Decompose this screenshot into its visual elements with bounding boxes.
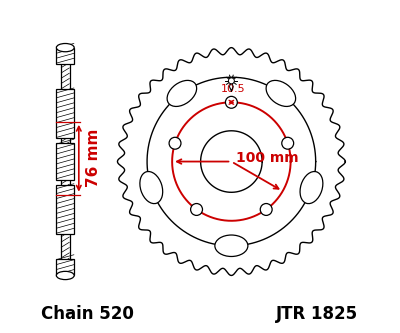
Polygon shape [56,48,74,64]
Ellipse shape [167,80,197,107]
Circle shape [191,203,202,215]
Ellipse shape [215,235,248,256]
Ellipse shape [56,271,74,280]
Polygon shape [56,89,74,139]
Ellipse shape [56,44,74,52]
Polygon shape [56,144,74,180]
Text: JTR 1825: JTR 1825 [276,305,358,323]
Ellipse shape [300,171,323,203]
Polygon shape [56,185,74,234]
Circle shape [226,96,237,108]
Polygon shape [56,259,74,275]
Polygon shape [61,48,70,275]
Ellipse shape [266,80,296,107]
Circle shape [228,78,234,84]
Circle shape [169,137,181,149]
Text: Chain 520: Chain 520 [42,305,134,323]
Text: 10.5: 10.5 [221,84,245,94]
Circle shape [260,203,272,215]
Text: 100 mm: 100 mm [236,151,299,165]
Text: 76 mm: 76 mm [86,129,101,187]
Circle shape [282,137,294,149]
Ellipse shape [140,171,163,203]
